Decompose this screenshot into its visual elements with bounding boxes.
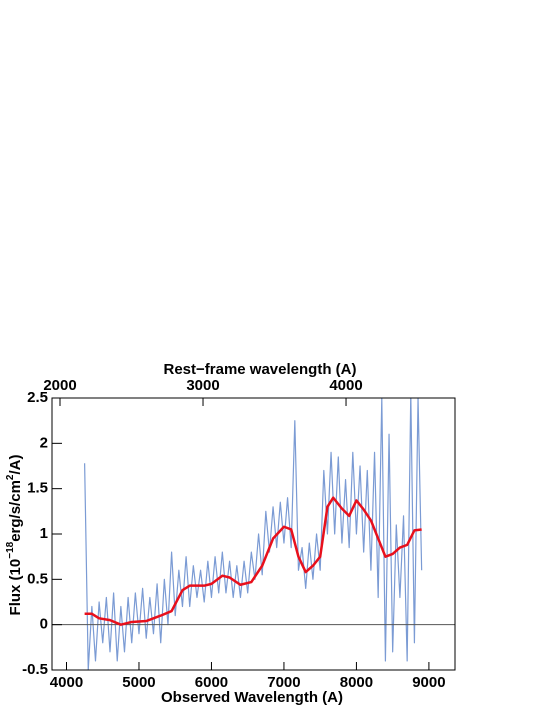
y-label-sup: 2 [5, 474, 16, 480]
top-axis-label: Rest−frame wavelength (A) [164, 361, 357, 378]
series-line [84, 398, 423, 670]
y-label-part: erg/s/cm [7, 480, 24, 542]
x-axis-label: Observed Wavelength (A) [161, 689, 343, 705]
y-tick-label: 2 [40, 434, 48, 451]
x-tick-label: 7000 [267, 674, 300, 691]
x2-tick-label: 2000 [43, 377, 76, 394]
y-axis-label: Flux (10−18erg/s/cm2/A) [5, 455, 24, 616]
plot-area [52, 398, 455, 670]
y-tick-label: 0.5 [27, 570, 48, 587]
x-tick-label: 6000 [195, 674, 228, 691]
y-tick-label: -0.5 [22, 661, 48, 678]
x2-tick-label: 3000 [186, 377, 219, 394]
x-tick-label: 8000 [340, 674, 373, 691]
frame [51, 397, 456, 671]
y-tick-label: 2.5 [27, 389, 48, 406]
x-tick-label: 5000 [122, 674, 155, 691]
x2-tick-label: 4000 [329, 377, 362, 394]
y-tick-label: 0 [40, 616, 48, 633]
y-label-sup: −18 [5, 541, 16, 558]
x-tick-label: 9000 [412, 674, 445, 691]
x-tick-label: 4000 [50, 674, 83, 691]
y-label-part: /A) [7, 455, 24, 475]
series-line [84, 496, 422, 626]
y-tick-label: 1.5 [27, 480, 48, 497]
y-label-part: Flux (10 [7, 559, 24, 616]
y-tick-label: 1 [40, 525, 48, 542]
